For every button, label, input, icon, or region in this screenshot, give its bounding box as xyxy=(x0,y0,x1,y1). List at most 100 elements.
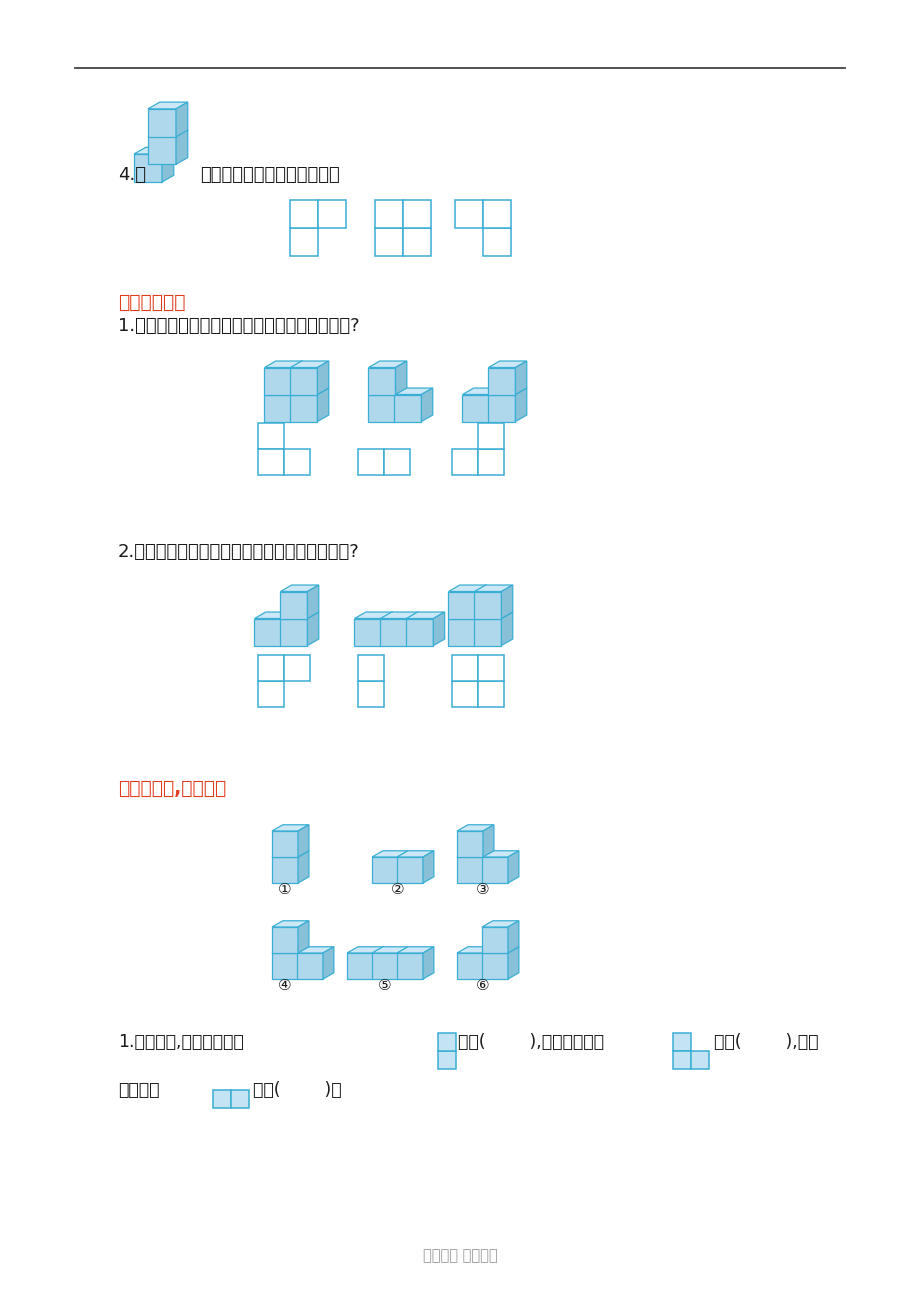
Polygon shape xyxy=(515,361,527,395)
Polygon shape xyxy=(291,361,302,395)
Polygon shape xyxy=(346,947,383,953)
Text: ⑤: ⑤ xyxy=(378,979,391,993)
Polygon shape xyxy=(148,137,176,164)
Polygon shape xyxy=(255,618,281,646)
Polygon shape xyxy=(354,618,381,646)
Polygon shape xyxy=(501,612,512,646)
Text: 2.下面的立体图形从右面看到的分别是什么形状?: 2.下面的立体图形从右面看到的分别是什么形状? xyxy=(118,543,359,561)
Bar xyxy=(289,228,318,256)
Polygon shape xyxy=(457,947,494,953)
Polygon shape xyxy=(307,585,318,618)
Bar xyxy=(257,423,284,449)
Polygon shape xyxy=(369,388,406,395)
Polygon shape xyxy=(272,831,298,857)
Polygon shape xyxy=(457,850,494,857)
Bar xyxy=(403,228,430,256)
Polygon shape xyxy=(489,388,500,422)
Polygon shape xyxy=(507,850,518,883)
Bar xyxy=(451,681,478,707)
Bar xyxy=(482,201,510,228)
Polygon shape xyxy=(474,612,512,618)
Polygon shape xyxy=(482,927,507,953)
Bar xyxy=(451,449,478,475)
Polygon shape xyxy=(448,612,486,618)
Bar xyxy=(478,423,504,449)
Bar xyxy=(690,1051,709,1069)
Polygon shape xyxy=(398,850,408,883)
Bar xyxy=(357,655,383,681)
Polygon shape xyxy=(272,947,309,953)
Polygon shape xyxy=(482,953,507,979)
Bar xyxy=(257,681,284,707)
Polygon shape xyxy=(307,612,318,646)
Polygon shape xyxy=(255,612,292,618)
Polygon shape xyxy=(346,953,372,979)
Bar xyxy=(284,449,310,475)
Polygon shape xyxy=(474,591,501,618)
Polygon shape xyxy=(298,921,309,953)
Polygon shape xyxy=(297,953,323,979)
Polygon shape xyxy=(448,585,486,591)
Polygon shape xyxy=(280,585,318,591)
Polygon shape xyxy=(176,130,187,164)
Text: 智汇文库 专业文档: 智汇文库 专业文档 xyxy=(422,1249,497,1263)
Polygon shape xyxy=(280,612,318,618)
Polygon shape xyxy=(134,147,174,154)
Bar xyxy=(289,201,318,228)
Polygon shape xyxy=(395,388,406,422)
Polygon shape xyxy=(381,612,392,646)
Polygon shape xyxy=(394,395,421,422)
Polygon shape xyxy=(488,388,527,395)
Polygon shape xyxy=(474,585,512,591)
Polygon shape xyxy=(488,361,527,367)
Polygon shape xyxy=(369,367,395,395)
Polygon shape xyxy=(272,850,309,857)
Polygon shape xyxy=(501,585,512,618)
Bar xyxy=(318,201,346,228)
Polygon shape xyxy=(380,612,418,618)
Polygon shape xyxy=(354,612,392,618)
Polygon shape xyxy=(148,102,187,109)
Polygon shape xyxy=(371,857,398,883)
Polygon shape xyxy=(482,850,494,883)
Polygon shape xyxy=(265,361,302,367)
Polygon shape xyxy=(134,154,162,182)
Polygon shape xyxy=(272,927,298,953)
Polygon shape xyxy=(272,824,309,831)
Bar xyxy=(375,201,403,228)
Text: 从上面看到的图形涂上颜色。: 从上面看到的图形涂上颜色。 xyxy=(199,165,339,184)
Polygon shape xyxy=(457,824,494,831)
Text: 的有(        ),看到: 的有( ),看到 xyxy=(713,1032,818,1051)
Polygon shape xyxy=(475,585,486,618)
Polygon shape xyxy=(474,618,501,646)
Polygon shape xyxy=(371,947,408,953)
Text: 五、连线题。: 五、连线题。 xyxy=(118,293,186,311)
Bar xyxy=(673,1051,690,1069)
Polygon shape xyxy=(395,361,406,395)
Polygon shape xyxy=(265,395,291,422)
Polygon shape xyxy=(162,147,174,182)
Text: 的有(        )。: 的有( )。 xyxy=(253,1081,341,1099)
Bar xyxy=(478,449,504,475)
Text: 1.从右面看,看到的形状是: 1.从右面看,看到的形状是 xyxy=(118,1032,244,1051)
Polygon shape xyxy=(369,395,395,422)
Text: 1.下面的立体图形从上面看到的分别是什么形状?: 1.下面的立体图形从上面看到的分别是什么形状? xyxy=(118,316,359,335)
Bar xyxy=(213,1090,231,1108)
Polygon shape xyxy=(148,130,187,137)
Text: 六、看一看,填一填。: 六、看一看,填一填。 xyxy=(118,779,226,798)
Polygon shape xyxy=(280,591,307,618)
Text: ④: ④ xyxy=(278,979,291,993)
Polygon shape xyxy=(369,361,406,367)
Bar xyxy=(257,655,284,681)
Bar xyxy=(437,1051,456,1069)
Polygon shape xyxy=(482,824,494,857)
Polygon shape xyxy=(423,947,434,979)
Polygon shape xyxy=(280,618,307,646)
Text: ⑥: ⑥ xyxy=(475,979,489,993)
Bar xyxy=(478,681,504,707)
Polygon shape xyxy=(462,388,500,395)
Polygon shape xyxy=(290,361,328,367)
Bar xyxy=(375,228,403,256)
Bar xyxy=(673,1032,690,1051)
Polygon shape xyxy=(281,612,292,646)
